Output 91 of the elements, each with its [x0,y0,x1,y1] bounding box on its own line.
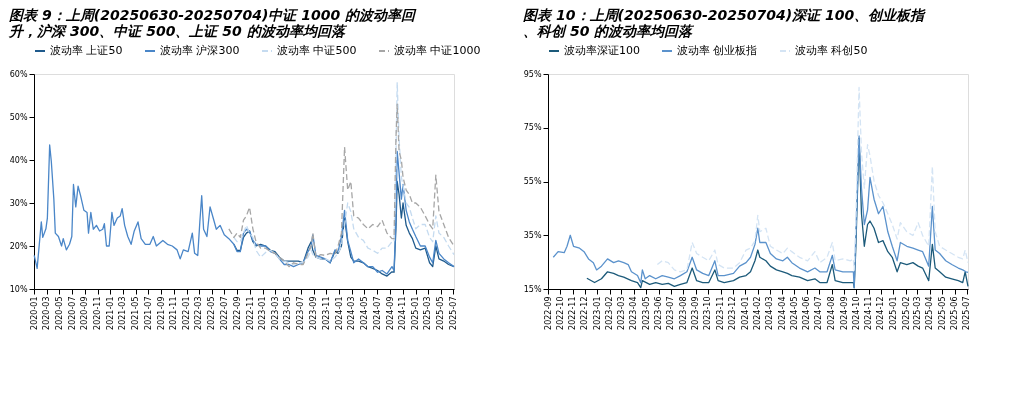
x-tick-label: 2022-07 [219,296,229,330]
x-tick-label: 2025-02 [901,296,911,330]
legend-label: 波动率 创业板指 [677,44,758,57]
x-tick-label: 2025-04 [925,296,935,330]
x-tick-label: 2022-03 [194,296,204,330]
legend-label: 波动率 科创50 [795,44,868,57]
x-tick-label: 2024-01 [334,296,344,330]
x-tick-label: 2025-07 [962,296,972,330]
x-tick-label: 2025-01 [888,296,898,330]
x-tick-label: 2025-05 [937,296,947,330]
y-tick-label: 10% [9,284,28,294]
x-tick-label: 2023-12 [728,296,738,330]
x-tick-label: 2025-07 [448,296,458,330]
x-tick-label: 2022-01 [182,296,192,330]
x-tick-label: 2023-04 [629,296,639,330]
legend-label: 波动率 中证1000 [394,44,481,57]
x-tick-label: 2020-03 [42,296,52,330]
x-tick-label: 2023-06 [654,296,664,330]
x-tick-label: 2023-03 [616,296,626,330]
x-tick-label: 2021-11 [169,296,179,330]
line-series [33,144,455,275]
line-series [656,86,969,273]
x-tick-label: 2023-07 [666,296,676,330]
x-tick-label: 2024-09 [839,296,849,330]
x-tick-label: 2024-03 [347,296,357,330]
x-tick-label: 2024-05 [359,296,369,330]
y-tick-label: 55% [523,177,542,186]
x-tick-label: 2020-01 [29,296,39,330]
x-tick-label: 2021-09 [156,296,166,330]
x-tick-label: 2021-03 [118,296,128,330]
y-tick-label: 20% [9,241,28,251]
y-tick-label: 60% [9,69,28,79]
x-tick-label: 2022-11 [245,296,255,330]
x-tick-label: 2025-06 [950,296,960,330]
x-tick-label: 2022-10 [555,296,565,330]
x-tick-label: 2023-01 [258,296,268,330]
x-tick-label: 2023-11 [321,296,331,330]
x-tick-label: 2024-08 [827,296,837,330]
x-tick-label: 2024-07 [372,296,382,330]
x-tick-label: 2023-10 [703,296,713,330]
x-tick-label: 2024-05 [789,296,799,330]
x-tick-label: 2025-03 [912,296,922,330]
x-tick-label: 2024-09 [385,296,395,330]
x-tick-label: 2025-05 [436,296,446,330]
x-tick-label: 2020-07 [67,296,77,330]
x-tick-label: 2022-05 [207,296,217,330]
chart-title: 图表 10：上周(20250630-20250704)深证 100、创业板指、科创 50 的波动率均回落 [523,7,927,39]
legend-label: 波动率 上证50 [50,44,123,57]
x-tick-label: 2022-09 [232,296,242,330]
x-tick-label: 2021-01 [105,296,115,330]
x-tick-label: 2025-03 [423,296,433,330]
x-tick-label: 2023-05 [283,296,293,330]
x-tick-label: 2024-06 [802,296,812,330]
x-tick-label: 2025-01 [411,296,421,330]
legend-label: 波动率深证100 [564,44,640,57]
x-tick-label: 2020-11 [93,296,103,330]
x-tick-label: 2024-10 [851,296,861,330]
x-tick-label: 2020-05 [54,296,64,330]
chart-title: 图表 9：上周(20250630-20250704)中证 1000 的波动率回升，沪深 300、中证 500、上证 50 的波动率均回落 [8,7,418,39]
y-tick-label: 40% [9,155,28,165]
y-tick-label: 35% [523,230,542,240]
x-tick-label: 2023-08 [678,296,688,330]
x-tick-label: 2024-04 [777,296,787,330]
x-tick-label: 2023-01 [592,296,602,330]
x-tick-label: 2024-11 [864,296,874,330]
legend-label: 波动率 沪深300 [160,44,240,57]
x-tick-label: 2023-02 [605,296,615,330]
y-tick-label: 75% [523,123,542,133]
x-tick-label: 2023-09 [691,296,701,330]
x-tick-label: 2022-12 [580,296,590,330]
x-tick-label: 2023-11 [716,296,726,330]
x-tick-label: 2020-09 [80,296,90,330]
x-tick-label: 2023-05 [641,296,651,330]
x-tick-label: 2024-01 [740,296,750,330]
x-tick-label: 2022-11 [568,296,578,330]
y-tick-label: 95% [523,69,542,79]
x-tick-label: 2023-09 [309,296,319,330]
y-tick-label: 50% [9,112,28,122]
x-tick-label: 2021-05 [131,296,140,330]
x-tick-label: 2021-07 [143,296,153,330]
y-tick-label: 15% [523,284,542,294]
y-tick-label: 30% [9,198,28,208]
x-tick-label: 2024-02 [753,296,763,330]
x-tick-label: 2024-07 [814,296,824,330]
legend-label: 波动率 中证500 [277,44,357,57]
x-tick-label: 2023-07 [296,296,306,330]
x-tick-label: 2023-03 [270,296,280,330]
x-tick-label: 2024-11 [398,296,408,330]
x-tick-label: 2022-09 [543,296,553,330]
x-tick-label: 2024-03 [765,296,775,330]
x-tick-label: 2024-12 [876,296,886,330]
